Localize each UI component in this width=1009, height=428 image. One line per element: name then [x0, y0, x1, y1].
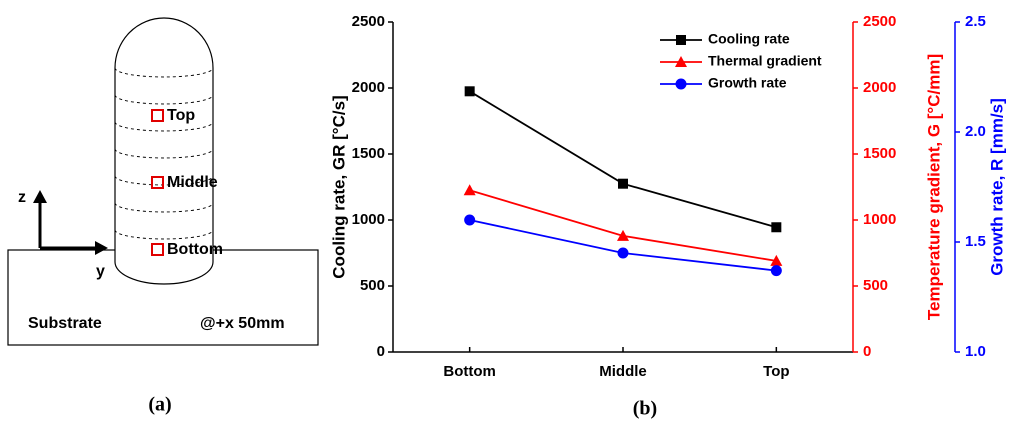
tick-label: 0: [377, 343, 385, 360]
marker: [464, 86, 475, 97]
axis-label: Growth rate, R [mm/s]: [987, 98, 1006, 276]
axis-letter: z: [18, 189, 26, 206]
tick-label: 2500: [863, 13, 896, 30]
tick-label: 500: [360, 277, 385, 294]
marker: [618, 178, 628, 189]
axes-arrows: [38, 198, 100, 250]
tick-label: 1500: [863, 145, 896, 162]
tick-label: 2000: [863, 79, 896, 96]
label: Bottom: [167, 241, 223, 258]
tick-label: 1.0: [965, 343, 986, 360]
axis-letter: y: [96, 263, 105, 280]
position-label: @+x 50mm: [200, 315, 285, 332]
marker: [617, 229, 629, 241]
legend-label: Thermal gradient: [708, 53, 822, 69]
tick-label: 1.5: [965, 233, 986, 250]
tick-label: 1000: [352, 211, 385, 228]
tick-label: 500: [863, 277, 888, 294]
marker: [464, 214, 476, 226]
caption: (b): [633, 398, 657, 420]
tick-label: 2500: [352, 13, 385, 30]
tick-label: 2.5: [965, 13, 986, 30]
marker: [463, 184, 476, 196]
legend-label: Growth rate: [708, 75, 787, 91]
tick-label: 1000: [863, 211, 896, 228]
legend-marker: [675, 56, 687, 67]
x-tick-label: Top: [763, 363, 789, 380]
deposit: [114, 17, 214, 285]
layers: [114, 67, 214, 240]
x-tick-label: Bottom: [443, 363, 496, 380]
marker: [771, 222, 782, 233]
tick-label: 2.0: [965, 123, 986, 140]
legend-marker: [676, 35, 686, 45]
marker: [617, 247, 629, 259]
axis-label: Cooling rate, GR [°C/s]: [329, 95, 348, 278]
diagram: [7, 17, 319, 346]
arrow-heads: [33, 190, 108, 255]
location-markers: [151, 109, 164, 256]
legend-marker: [675, 78, 687, 90]
series-line: [469, 90, 777, 229]
label: Middle: [167, 174, 218, 191]
legend-label: Cooling rate: [708, 31, 790, 47]
substrate-label: Substrate: [28, 315, 102, 332]
tick-label: 0: [863, 343, 871, 360]
label: Top: [167, 107, 195, 124]
x-tick-label: Middle: [599, 363, 647, 380]
caption: (a): [148, 394, 171, 416]
tick-label: 1500: [352, 145, 385, 162]
marker: [770, 254, 783, 266]
series-line: [469, 219, 777, 272]
tick-label: 2000: [352, 79, 385, 96]
marker: [770, 265, 782, 277]
axis-label: Temperature gradient, G [°C/mm]: [924, 54, 943, 320]
